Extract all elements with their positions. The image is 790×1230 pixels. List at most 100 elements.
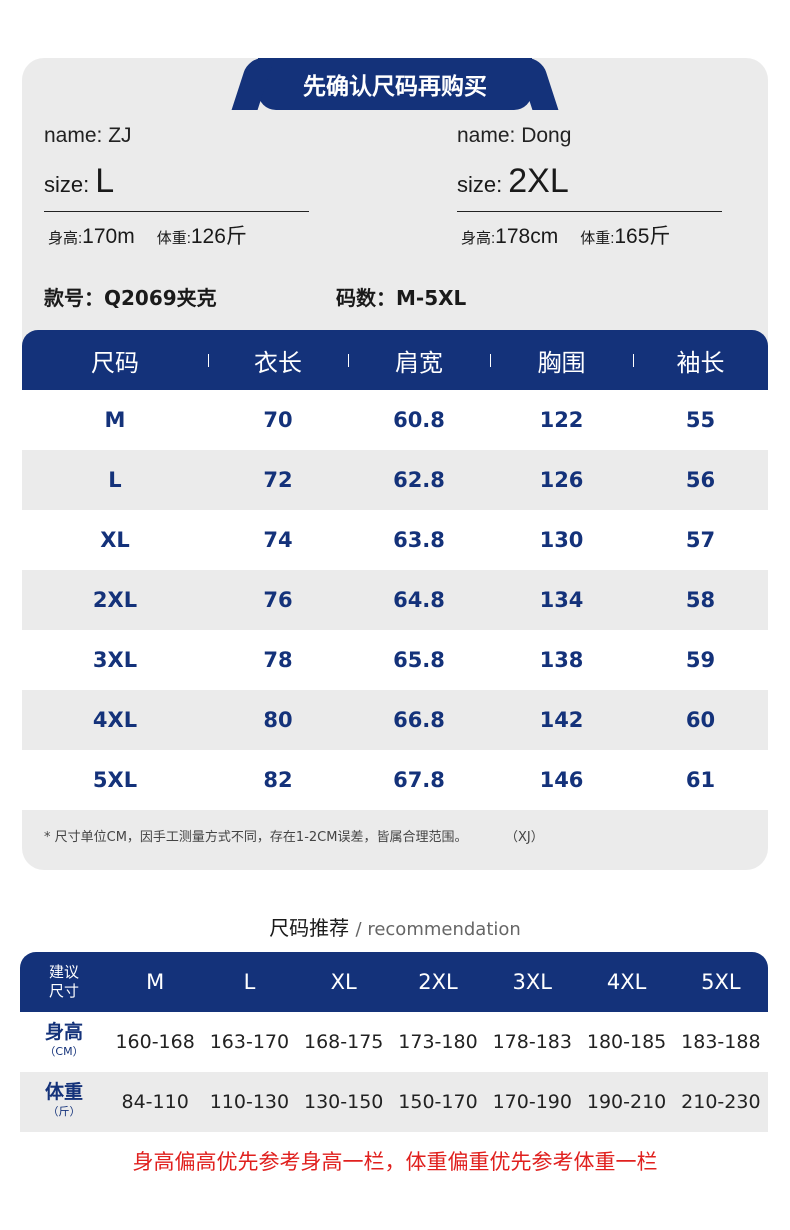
table-cell: 59 (685, 648, 716, 672)
height-label: 身高: (461, 230, 496, 247)
weight-row-label: 体重 （斤） (20, 1072, 108, 1132)
table-row: 5XL 82 67.8 146 61 (22, 750, 768, 810)
table-cell: 134 (539, 588, 584, 612)
size-header-cell: M (146, 970, 165, 994)
weight-row: 体重 （斤） 84-110 110-130 130-150 150-170 170-190… (20, 1072, 768, 1132)
size-label: size: (457, 172, 503, 197)
model-name: name: ZJ (44, 124, 132, 147)
model-measurements: 身高:170m 体重:126斤 (44, 220, 309, 250)
size-header-cell: XL (330, 970, 357, 994)
weight-range-cell: 210-230 (681, 1091, 761, 1113)
title-cn: 尺码推荐 (269, 916, 350, 940)
weight-range-cell: 170-190 (492, 1091, 572, 1113)
recommendation-title: 尺码推荐 / recommendation (0, 912, 790, 941)
title-en: / recommendation (355, 919, 521, 940)
height-range-cell: 160-168 (115, 1031, 195, 1053)
size-table-header: 尺码 衣长 肩宽 胸围 袖长 (22, 330, 768, 390)
weight-range-cell: 130-150 (304, 1091, 384, 1113)
table-cell: 5XL (92, 768, 138, 792)
table-cell: 74 (263, 528, 293, 552)
header-cell: 衣长 (208, 330, 348, 390)
corner-line: 尺寸 (48, 982, 79, 1000)
height-range-cell: 163-170 (209, 1031, 290, 1053)
table-cell: 55 (685, 408, 716, 432)
size-value: L (95, 162, 115, 200)
height-row: 身高 （CM） 160-168 163-170 168-175 173-180 178-1… (20, 1012, 768, 1072)
header-cell: 肩宽 (348, 330, 490, 390)
label: 身高 (44, 1021, 83, 1043)
table-cell: 142 (539, 708, 584, 732)
table-cell: 122 (539, 408, 584, 432)
table-cell: 63.8 (393, 528, 445, 552)
table-cell: 76 (263, 588, 293, 612)
recommendation-header: 建议 尺寸 M L XL 2XL 3XL 4XL 5XL (20, 952, 768, 1012)
note-text: * 尺寸单位CM，因手工测量方式不同，存在1-2CM误差，皆属合理范围。 (44, 830, 468, 845)
size-table-body: M 70 60.8 122 55 L 72 62.8 126 56 XL 74 63.8 130 57 2XL… (22, 390, 768, 810)
weight-range-cell: 190-210 (586, 1091, 667, 1113)
table-cell: 60.8 (393, 408, 445, 432)
table-cell: M (104, 408, 126, 432)
table-cell: 2XL (92, 588, 138, 612)
weight-range-cell: 150-170 (398, 1091, 478, 1113)
table-cell: 58 (685, 588, 716, 612)
table-cell: 138 (539, 648, 584, 672)
table-row: 2XL 76 64.8 134 58 (22, 570, 768, 630)
corner-line: 建议 (48, 963, 79, 981)
size-card (22, 58, 768, 870)
size-label: size: (44, 172, 90, 197)
weight-range-cell: 110-130 (209, 1091, 290, 1113)
header-cell: 袖长 (633, 330, 768, 390)
height-range-cell: 183-188 (681, 1031, 761, 1053)
table-cell: 78 (263, 648, 293, 672)
height-value: 178cm (495, 225, 559, 248)
model-dong: name: Dong size: 2XL 身高:178cm 体重:165斤 (457, 124, 722, 250)
size-header-cell: L (243, 970, 256, 994)
table-cell: 62.8 (393, 468, 445, 492)
table-cell: 60 (685, 708, 716, 732)
table-cell: L (108, 468, 122, 492)
weight-label: 体重: (156, 230, 191, 247)
unit: （斤） (47, 1105, 81, 1118)
height-range-cell: 180-185 (586, 1031, 667, 1053)
label: 体重 (44, 1081, 83, 1103)
table-row: M 70 60.8 122 55 (22, 390, 768, 450)
size-header-cell: 3XL (512, 970, 552, 994)
table-cell: 67.8 (393, 768, 445, 792)
table-cell: 57 (685, 528, 716, 552)
table-row: 3XL 78 65.8 138 59 (22, 630, 768, 690)
weight-label: 体重: (580, 230, 615, 247)
model-size: size: L (44, 162, 309, 212)
table-cell: 64.8 (393, 588, 445, 612)
table-cell: 82 (263, 768, 293, 792)
size-header-cell: 4XL (606, 970, 647, 994)
table-row: L 72 62.8 126 56 (22, 450, 768, 510)
table-row: 4XL 80 66.8 142 60 (22, 690, 768, 750)
header-cell: 尺码 (91, 348, 139, 377)
height-range-cell: 168-175 (304, 1031, 384, 1053)
model-measurements: 身高:178cm 体重:165斤 (457, 220, 722, 250)
height-row-label: 身高 （CM） (20, 1012, 108, 1072)
recommendation-warning: 身高偏高优先参考身高一栏，体重偏重优先参考体重一栏 (132, 1150, 658, 1174)
height-range-cell: 173-180 (398, 1031, 478, 1053)
table-cell: 80 (263, 708, 293, 732)
table-cell: 65.8 (393, 648, 445, 672)
style-number: 款号：Q2069夹克 (44, 286, 217, 310)
table-cell: 130 (539, 528, 584, 552)
model-size: size: 2XL (457, 162, 722, 212)
size-header-cell: 2XL (418, 970, 458, 994)
table-cell: 66.8 (393, 708, 445, 732)
note-tag: （XJ） (511, 830, 544, 845)
table-cell: 70 (263, 408, 293, 432)
header-cell: 胸围 (490, 330, 633, 390)
size-note: * 尺寸单位CM，因手工测量方式不同，存在1-2CM误差，皆属合理范围。 （XJ） (44, 826, 544, 845)
table-cell: 4XL (92, 708, 138, 732)
unit: （CM） (44, 1045, 84, 1058)
model-zj: name: ZJ size: L 身高:170m 体重:126斤 (44, 124, 309, 250)
size-header-cell: 5XL (701, 970, 741, 994)
table-row: XL 74 63.8 130 57 (22, 510, 768, 570)
table-cell: 146 (539, 768, 584, 792)
size-value: 2XL (508, 162, 569, 200)
table-cell: 3XL (92, 648, 138, 672)
height-value: 170m (82, 225, 135, 248)
table-cell: 72 (263, 468, 293, 492)
